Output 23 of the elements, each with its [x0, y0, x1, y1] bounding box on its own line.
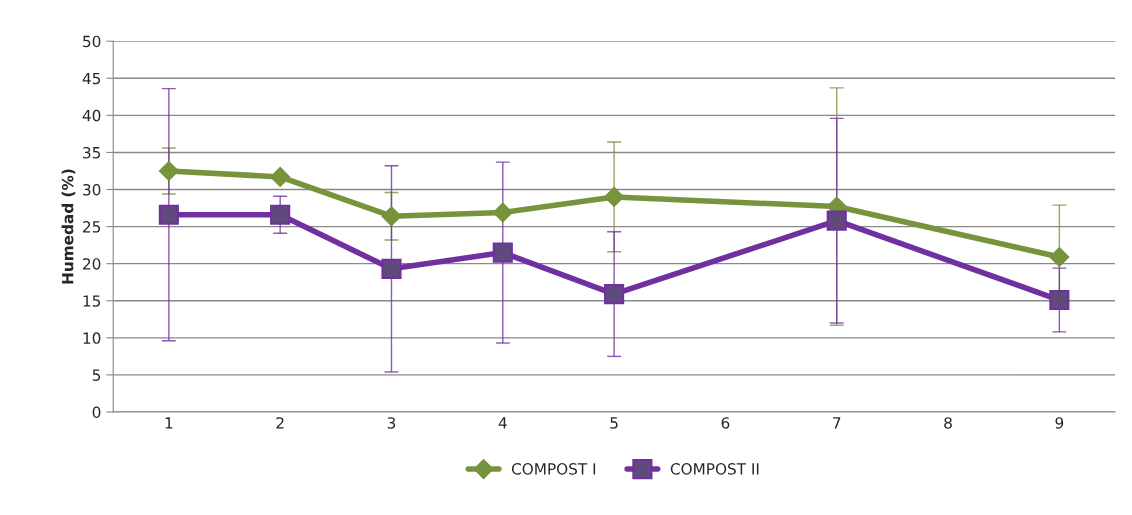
legend-label: COMPOST II — [670, 463, 759, 475]
y-axis-title: Humedad (%) — [61, 169, 76, 284]
y-tick-label: 40 — [82, 109, 101, 122]
y-tick-label: 25 — [83, 221, 101, 233]
y-tick-label: 0 — [92, 406, 101, 419]
y-tick-label: 50 — [83, 35, 101, 48]
x-tick-label: 1 — [165, 417, 173, 429]
y-tick-label: 30 — [83, 183, 101, 196]
x-tick-label: 3 — [387, 417, 396, 429]
y-tick-label: 10 — [83, 332, 101, 344]
y-tick-label: 45 — [82, 72, 101, 85]
legend-label: COMPOST I — [511, 463, 596, 475]
x-tick-label: 6 — [721, 417, 730, 429]
x-tick-label: 7 — [833, 417, 841, 429]
x-tick-label: 2 — [276, 417, 284, 429]
y-tick-label: 20 — [83, 258, 101, 270]
y-tick-label: 15 — [83, 295, 101, 307]
x-tick-label: 9 — [1055, 417, 1064, 429]
x-tick-label: 8 — [944, 417, 952, 429]
y-tick-label: 5 — [92, 369, 101, 381]
y-tick-label: 35 — [83, 146, 101, 159]
x-tick-label: 4 — [498, 417, 507, 429]
x-tick-label: 5 — [610, 417, 618, 429]
